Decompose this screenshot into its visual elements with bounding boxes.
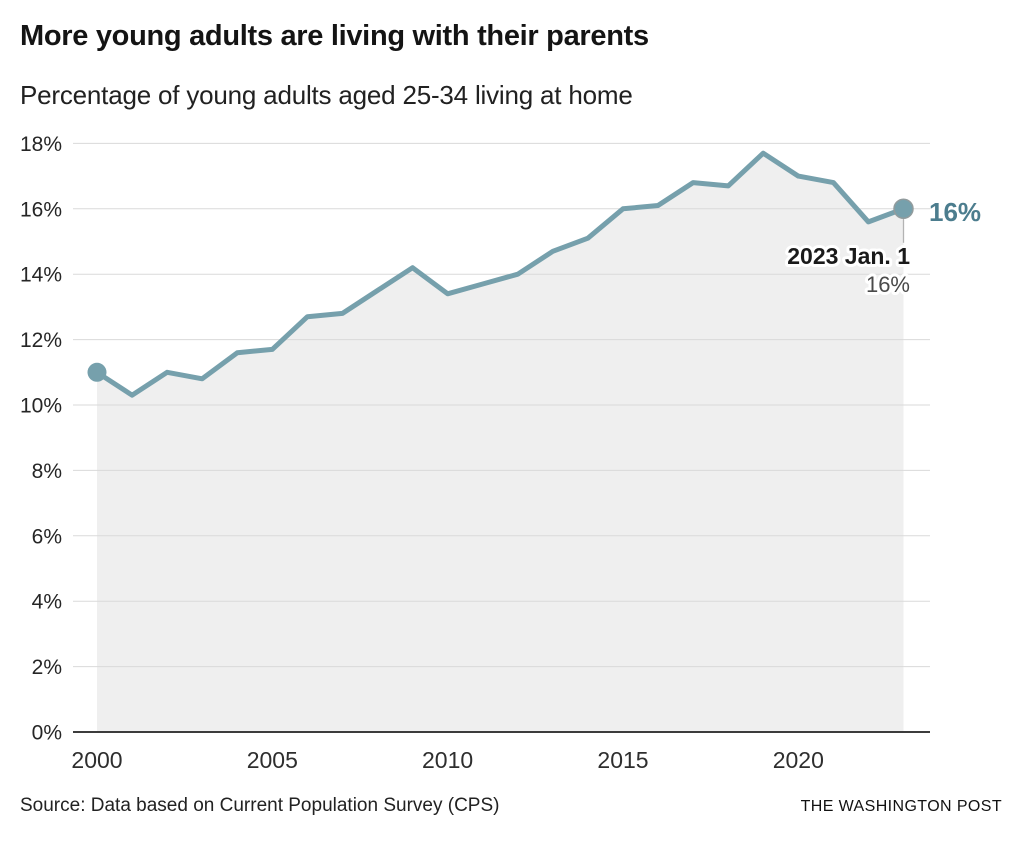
y-tick-label: 4% [32, 591, 62, 614]
y-tick-label: 0% [32, 722, 62, 745]
y-tick-label: 16% [20, 198, 62, 221]
y-tick-label: 12% [20, 329, 62, 352]
y-tick-label: 2% [32, 656, 62, 679]
publisher-credit: THE WASHINGTON POST [800, 798, 1002, 815]
x-tick-label: 2020 [773, 747, 824, 773]
chart-title: More young adults are living with their … [20, 20, 649, 52]
y-tick-label: 10% [20, 395, 62, 418]
plot-area: 0% 2% 4% 6% 8% 10% 12% 14% 16% 18% 2000 2005 2010 201… [20, 133, 930, 773]
trend-line [94, 150, 906, 398]
start-point-marker [87, 362, 107, 382]
x-tick-label: 2000 [71, 747, 122, 773]
callout-date-label: 2023 Jan. 1 [787, 243, 910, 269]
end-value-label: 16% [929, 197, 981, 227]
y-tick-label: 14% [20, 264, 62, 287]
x-tick-label: 2010 [422, 747, 473, 773]
end-point-marker [893, 198, 914, 220]
callout-value-label: 16% [866, 272, 910, 297]
y-tick-label: 6% [32, 525, 62, 548]
chart-subtitle: Percentage of young adults aged 25-34 li… [20, 80, 633, 110]
chart-annotations: 16% 2023 Jan. 1 16% [784, 197, 981, 300]
area-fill [97, 153, 904, 732]
x-tick-label: 2005 [247, 747, 298, 773]
y-tick-label: 18% [20, 133, 62, 156]
source-note: Source: Data based on Current Population… [20, 795, 500, 816]
y-tick-label: 8% [32, 460, 62, 483]
x-tick-label: 2015 [597, 747, 648, 773]
